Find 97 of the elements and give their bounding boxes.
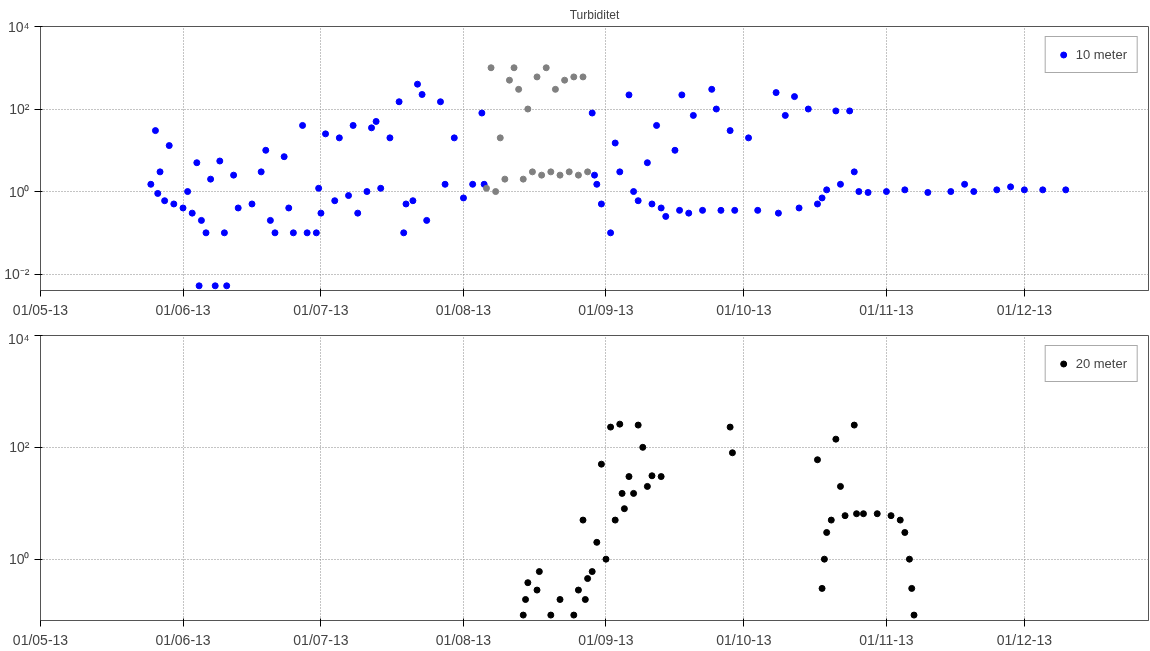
point: [813, 456, 821, 464]
point: [648, 472, 656, 480]
point: [561, 76, 569, 84]
x-tick-label: 01/05-13: [12, 631, 69, 648]
point: [618, 489, 626, 497]
point: [533, 586, 541, 594]
point: [492, 188, 500, 196]
point: [873, 510, 881, 518]
point: [556, 171, 564, 179]
point: [487, 64, 495, 72]
point: [657, 473, 665, 481]
point: [639, 443, 647, 451]
y-tick-label: 10⁰: [8, 551, 30, 568]
x-tick-label: 01/07-13: [293, 301, 349, 318]
point: [581, 596, 589, 603]
point: [910, 611, 918, 619]
point: [887, 512, 895, 520]
x-tick-label: 01/08-13: [435, 631, 492, 648]
point: [607, 423, 615, 431]
point: [574, 171, 582, 179]
point: [524, 579, 532, 587]
legend-label: 10 meter: [1075, 47, 1127, 62]
point: [832, 435, 840, 443]
x-tick-label: 01/11-13: [859, 631, 914, 648]
point: [547, 611, 555, 619]
point: [579, 73, 587, 81]
x-tick-label: 01/09-13: [578, 301, 634, 318]
point: [620, 505, 628, 513]
point: [542, 64, 550, 72]
x-tick-label: 01/12-13: [996, 631, 1053, 648]
point: [533, 73, 541, 81]
point: [519, 175, 527, 183]
legend-label: 20 meter: [1075, 356, 1127, 371]
y-tick-label: 10⁰: [8, 183, 30, 200]
point: [896, 516, 904, 524]
x-tick-label: 01/12-13: [996, 301, 1053, 318]
x-tick-label: 01/11-13: [859, 301, 914, 318]
point: [820, 555, 828, 563]
x-tick-label: 01/07-13: [293, 631, 349, 648]
point: [496, 134, 504, 142]
x-tick-label: 01/09-13: [578, 631, 634, 648]
point: [584, 168, 592, 176]
point: [556, 596, 564, 603]
point: [602, 555, 610, 563]
point: [522, 596, 530, 603]
point: [597, 460, 605, 468]
point: [584, 575, 592, 583]
point: [570, 73, 578, 81]
point: [510, 64, 518, 72]
point: [482, 184, 490, 192]
point: [901, 528, 909, 536]
point: [570, 611, 578, 619]
point: [818, 584, 826, 592]
x-tick-label: 01/05-13: [12, 301, 69, 318]
point: [726, 423, 734, 431]
point: [850, 421, 858, 429]
point: [859, 510, 867, 518]
point: [841, 512, 849, 520]
x-tick-label: 01/06-13: [155, 631, 211, 648]
point: [836, 482, 844, 490]
point: [579, 516, 587, 524]
point: [853, 510, 861, 518]
point: [630, 489, 638, 497]
point: [588, 568, 596, 576]
point: [505, 76, 513, 84]
point: [501, 175, 509, 183]
point: [519, 611, 527, 619]
y-tick-label: 10²: [9, 439, 30, 456]
point: [538, 171, 546, 179]
point: [551, 85, 559, 93]
y-tick-label: 10⁻²: [4, 266, 30, 283]
point: [908, 584, 916, 592]
x-tick-label: 01/06-13: [155, 301, 211, 318]
point: [823, 528, 831, 536]
point: [616, 420, 624, 428]
point: [634, 421, 642, 429]
point: [728, 449, 736, 457]
y-tick-label: 10⁴: [7, 18, 30, 35]
point: [515, 85, 523, 93]
point: [535, 568, 543, 576]
point: [625, 473, 633, 481]
chart-title: Turbiditet: [569, 7, 620, 22]
point: [611, 516, 619, 524]
x-tick-label: 01/10-13: [716, 301, 772, 318]
point: [593, 538, 601, 546]
point: [547, 168, 555, 176]
x-tick-label: 01/10-13: [716, 631, 772, 648]
y-tick-label: 10⁴: [7, 330, 30, 347]
point: [574, 586, 582, 594]
point: [643, 482, 651, 490]
y-tick-label: 10²: [9, 101, 30, 118]
point: [524, 105, 532, 113]
point: [565, 168, 573, 176]
x-tick-label: 01/08-13: [435, 301, 492, 318]
point: [528, 168, 536, 176]
point: [905, 555, 913, 563]
point: [827, 516, 835, 524]
